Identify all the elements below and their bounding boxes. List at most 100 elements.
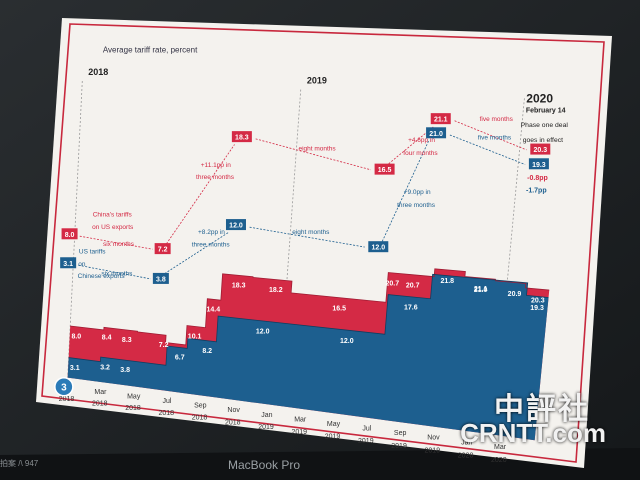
us-annotation-box [368, 241, 389, 253]
china-value-label: 14.4 [206, 307, 220, 314]
china-value-label: 16.5 [332, 305, 346, 312]
us-connector [381, 140, 429, 242]
china-annotation-box [154, 243, 171, 255]
china-annotation-value: 7.2 [158, 247, 168, 254]
x-tick-year: 2020 [491, 457, 507, 464]
us-period-label: eight months [292, 229, 330, 236]
x-tick-label: Mar [294, 416, 307, 423]
x-tick-label: Sep [194, 403, 207, 410]
china-annotation-value: 18.3 [235, 135, 249, 142]
x-tick-label: Sep [394, 430, 407, 437]
x-tick-label: May [127, 393, 141, 400]
watermark-site: CRNTT.com [460, 418, 606, 448]
x-tick-year: 2019 [358, 438, 374, 445]
x-tick-year: 2020 [458, 452, 474, 459]
x-tick-year: 2018 [125, 405, 141, 412]
laptop-brand-label: MacBook Pro [228, 458, 301, 472]
us-jump-label: three months [192, 241, 231, 248]
x-tick-year: 2018 [225, 419, 241, 426]
china-annotation-value: 16.5 [378, 167, 392, 174]
x-tick-label: Nov [427, 435, 440, 442]
china-value-label: 18.2 [269, 287, 283, 294]
us-annotation-value: 21.0 [429, 131, 443, 138]
x-tick-label: Jan [461, 439, 472, 446]
event-label: goes in effect [523, 137, 563, 144]
china-period-label: six months [103, 241, 135, 248]
china-value-label: 18.3 [232, 283, 246, 290]
china-value-label: 8.3 [122, 337, 132, 344]
us-annotation-box [152, 272, 169, 284]
us-connector [164, 231, 229, 274]
china-value-label: 10.1 [188, 334, 202, 341]
event-label: Phase one deal [521, 122, 569, 129]
us-connector [249, 226, 365, 248]
us-series-label: Chinese exports [78, 273, 126, 280]
us-value-label: 3.8 [120, 367, 130, 374]
us-tariff-area [67, 274, 549, 441]
china-value-label: 20.7 [386, 281, 400, 288]
us-series-label: US tariffs [79, 249, 106, 256]
us-value-label: 12.0 [256, 328, 270, 335]
x-tick-label: Nov [227, 407, 240, 414]
china-connector [388, 126, 434, 165]
china-step-line [70, 268, 550, 346]
us-annotation-value: 3.1 [63, 261, 73, 268]
x-tick-year: 2018 [192, 415, 208, 422]
x-tick-year: 2019 [391, 443, 407, 450]
china-period-label: five months [480, 116, 514, 123]
china-delta-label: -0.8pp [527, 175, 548, 182]
us-annotation-value: 12.0 [371, 245, 385, 252]
x-tick-year: 2018 [158, 410, 174, 417]
keyboard-text: 拍案 /\ 947 [0, 459, 39, 468]
us-annotation-box [225, 219, 246, 231]
x-tick-year: 2019 [258, 424, 274, 431]
year-label-2019: 2019 [307, 75, 327, 85]
china-value-label: 8.4 [102, 334, 112, 341]
us-value-label: 8.2 [202, 348, 212, 355]
us-jump-label: +8.2pp in [198, 229, 225, 236]
china-series-label: on US exports [92, 224, 134, 231]
us-value-label: 17.6 [404, 305, 418, 312]
china-connector [255, 138, 371, 171]
us-annotation-box [528, 158, 549, 170]
china-jump-label: three months [196, 174, 235, 181]
us-value-label: 21.0 [474, 287, 488, 294]
chart-title: Average tariff rate, percent [103, 46, 198, 55]
us-jump-label: +9.0pp in [404, 189, 431, 196]
china-value-label: 8.0 [71, 333, 81, 340]
china-value-label: 20.9 [508, 291, 522, 298]
china-connector [454, 120, 527, 151]
x-tick-label: Jul [362, 426, 371, 433]
chart-frame [41, 23, 605, 463]
us-jump-label: three months [397, 202, 436, 209]
us-period-label: six months [101, 271, 133, 278]
china-value-label: 21.8 [440, 278, 454, 285]
china-annotation-box [374, 163, 395, 175]
event-label: February 14 [526, 107, 566, 114]
us-value-label: 3.1 [70, 365, 80, 372]
us-annotation-box [426, 127, 447, 139]
us-value-label: 19.3 [530, 305, 544, 312]
china-series-label: China's tariffs [93, 211, 133, 218]
us-value-label: 6.7 [175, 355, 185, 362]
china-value-label: 21.1 [474, 286, 488, 293]
figure-badge [54, 377, 74, 397]
us-period-label: five months [478, 134, 512, 141]
china-jump-label: +11.1pp in [201, 162, 231, 169]
us-annotation-value: 19.3 [532, 162, 546, 169]
china-period-label: eight months [298, 146, 336, 153]
china-annotation-box [430, 113, 451, 125]
x-tick-year: 2018 [59, 396, 75, 403]
x-tick-year: 2019 [292, 429, 308, 436]
us-connector [78, 264, 151, 280]
watermark-chinese: 中評社 [494, 393, 590, 426]
figure-badge-number: 3 [61, 382, 67, 393]
us-series-label: on [78, 261, 86, 268]
china-value-label: 20.3 [531, 297, 545, 304]
x-tick-label: May [327, 421, 341, 428]
x-tick-label: Jul [163, 398, 172, 405]
china-annotation-box [231, 131, 252, 143]
china-annotation-value: 21.1 [434, 117, 448, 124]
china-jump-label: +4.6pp in [408, 137, 435, 144]
